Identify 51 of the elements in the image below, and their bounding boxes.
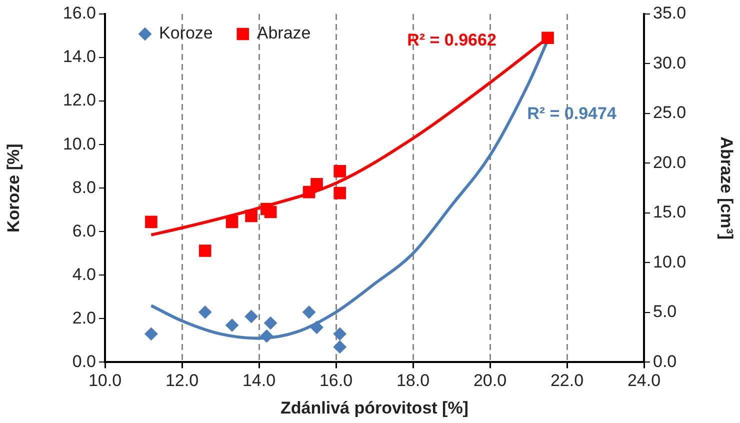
point xyxy=(260,330,274,343)
point xyxy=(334,165,346,178)
point xyxy=(310,178,323,190)
y2-tick-label: 15.0 xyxy=(653,202,686,222)
y-tick-label: 6.0 xyxy=(72,221,96,240)
y2-tick-label: 0.0 xyxy=(653,352,677,371)
point xyxy=(333,340,346,354)
point xyxy=(334,186,346,200)
y2-tick-label: 25.0 xyxy=(653,103,686,122)
x-tick-label: 18.0 xyxy=(396,371,430,390)
y2-tick-label: 10.0 xyxy=(653,252,686,272)
y-tick-label: 8.0 xyxy=(72,178,96,197)
x-tick-label: 20.0 xyxy=(473,371,507,390)
x-tick-label: 10.0 xyxy=(88,371,122,390)
y-tick-label: 2.0 xyxy=(72,308,96,328)
annotation: R² = 0.9474 xyxy=(527,104,617,123)
point xyxy=(264,316,278,330)
y-tick-label: 10.0 xyxy=(62,134,96,154)
x-tick-label: 22.0 xyxy=(550,371,584,390)
point xyxy=(144,327,158,340)
x-tick-label: 14.0 xyxy=(242,371,276,390)
y2-tick-label: 30.0 xyxy=(653,53,686,72)
x-tick-label: 24.0 xyxy=(627,371,661,390)
point xyxy=(333,327,346,340)
y-axis-title: Koroze [%] xyxy=(4,144,23,232)
y-tick-label: 12.0 xyxy=(62,90,96,110)
point xyxy=(198,306,212,319)
point xyxy=(198,244,212,257)
point xyxy=(302,306,316,319)
point xyxy=(264,206,277,218)
annotation: R² = 0.9662 xyxy=(407,30,496,50)
point xyxy=(145,216,158,228)
legend-label: Abraze xyxy=(256,24,311,43)
x-tick-label: 12.0 xyxy=(165,371,199,390)
legend-label: Koroze xyxy=(159,24,213,43)
y-tick-label: 0.0 xyxy=(72,352,96,371)
point xyxy=(226,318,239,332)
point xyxy=(226,216,238,228)
y2-axis-title: Abraze [cm³] xyxy=(717,136,736,240)
x-axis-title: Zdánlivá pórovitost [%] xyxy=(280,398,468,418)
point xyxy=(542,32,554,44)
y-tick-label: 4.0 xyxy=(72,264,96,284)
y2-tick-label: 35.0 xyxy=(653,4,686,23)
y-tick-label: 14.0 xyxy=(62,47,96,66)
y-tick-label: 16.0 xyxy=(62,4,96,23)
y2-tick-label: 5.0 xyxy=(653,302,677,322)
y2-tick-label: 20.0 xyxy=(653,152,686,172)
point xyxy=(310,320,324,334)
point xyxy=(245,210,258,222)
point xyxy=(244,310,258,323)
x-tick-label: 16.0 xyxy=(319,371,353,390)
